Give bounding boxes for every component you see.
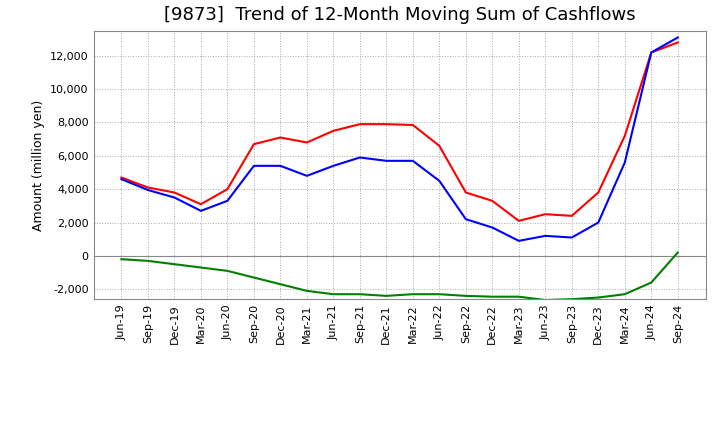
Investing Cashflow (302, 288, 311, 293)
Free Cashflow (329, 163, 338, 169)
Investing Cashflow (541, 297, 549, 303)
Y-axis label: Amount (million yen): Amount (million yen) (32, 99, 45, 231)
Investing Cashflow (488, 294, 497, 299)
Operating Cashflow (223, 187, 232, 192)
Free Cashflow (541, 233, 549, 238)
Investing Cashflow (621, 292, 629, 297)
Free Cashflow (488, 225, 497, 230)
Investing Cashflow (356, 292, 364, 297)
Operating Cashflow (250, 142, 258, 147)
Investing Cashflow (143, 258, 152, 264)
Free Cashflow (435, 178, 444, 183)
Free Cashflow (621, 160, 629, 165)
Free Cashflow (673, 35, 682, 40)
Line: Free Cashflow: Free Cashflow (122, 37, 678, 241)
Free Cashflow (382, 158, 391, 164)
Operating Cashflow (541, 212, 549, 217)
Free Cashflow (197, 208, 205, 213)
Operating Cashflow (673, 40, 682, 45)
Investing Cashflow (515, 294, 523, 299)
Investing Cashflow (647, 280, 656, 285)
Investing Cashflow (408, 292, 417, 297)
Operating Cashflow (408, 122, 417, 128)
Investing Cashflow (567, 297, 576, 302)
Operating Cashflow (435, 143, 444, 148)
Free Cashflow (647, 50, 656, 55)
Free Cashflow (462, 216, 470, 222)
Free Cashflow (567, 235, 576, 240)
Operating Cashflow (647, 50, 656, 55)
Free Cashflow (276, 163, 284, 169)
Investing Cashflow (223, 268, 232, 274)
Operating Cashflow (170, 190, 179, 195)
Free Cashflow (515, 238, 523, 243)
Investing Cashflow (170, 261, 179, 267)
Free Cashflow (302, 173, 311, 179)
Operating Cashflow (276, 135, 284, 140)
Free Cashflow (223, 198, 232, 203)
Line: Investing Cashflow: Investing Cashflow (122, 253, 678, 300)
Investing Cashflow (673, 250, 682, 255)
Operating Cashflow (594, 190, 603, 195)
Line: Operating Cashflow: Operating Cashflow (122, 43, 678, 221)
Free Cashflow (356, 155, 364, 160)
Operating Cashflow (515, 218, 523, 224)
Investing Cashflow (594, 295, 603, 300)
Free Cashflow (143, 187, 152, 193)
Operating Cashflow (382, 121, 391, 127)
Investing Cashflow (276, 282, 284, 287)
Title: [9873]  Trend of 12-Month Moving Sum of Cashflows: [9873] Trend of 12-Month Moving Sum of C… (163, 6, 636, 24)
Investing Cashflow (197, 265, 205, 270)
Operating Cashflow (488, 198, 497, 203)
Investing Cashflow (435, 292, 444, 297)
Investing Cashflow (117, 257, 126, 262)
Operating Cashflow (356, 121, 364, 127)
Operating Cashflow (621, 133, 629, 139)
Operating Cashflow (117, 175, 126, 180)
Operating Cashflow (329, 128, 338, 133)
Investing Cashflow (382, 293, 391, 298)
Operating Cashflow (462, 190, 470, 195)
Investing Cashflow (250, 275, 258, 280)
Free Cashflow (408, 158, 417, 164)
Investing Cashflow (462, 293, 470, 298)
Operating Cashflow (197, 202, 205, 207)
Operating Cashflow (567, 213, 576, 219)
Free Cashflow (594, 220, 603, 225)
Free Cashflow (250, 163, 258, 169)
Free Cashflow (170, 195, 179, 200)
Investing Cashflow (329, 292, 338, 297)
Operating Cashflow (143, 185, 152, 190)
Free Cashflow (117, 176, 126, 182)
Operating Cashflow (302, 140, 311, 145)
